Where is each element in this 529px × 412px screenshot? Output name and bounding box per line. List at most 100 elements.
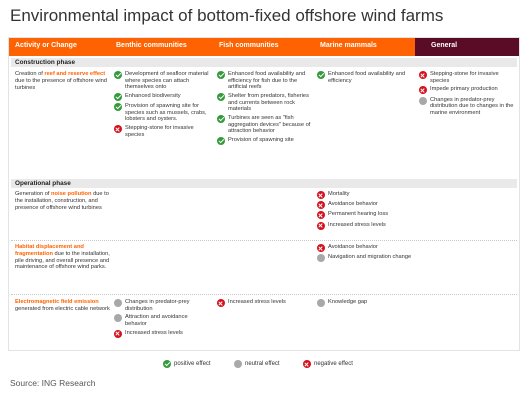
table-header: Activity or Change Benthic communities F… [9,38,519,56]
cell-reef-benthic: Development of seafloor material where s… [114,71,210,141]
effect-item: Mortality [317,191,415,199]
cell-emf-mammals: Knowledge gap [317,299,415,309]
neutral-dot-icon [419,96,427,105]
neutral-dot-icon [114,314,122,323]
col-fish: Fish communities [219,42,279,49]
effect-text: Provision of spawning site [228,136,294,143]
effect-text: Turbines are seen as "fish aggregation d… [228,114,311,135]
cell-habitat-mammals: Avoidance behavior Navigation and migrati… [317,244,415,264]
effect-item: Stepping-stone for invasive species [114,125,210,138]
effect-text: Shelter from predators, fisheries and cu… [228,92,309,113]
effect-item: Shelter from predators, fisheries and cu… [217,92,314,113]
cell-reef-general: Stepping-stone for invasive species Imped… [419,71,514,119]
effect-item: Attraction and avoidance behavior [114,314,210,327]
effect-item: Stepping-stone for invasive species [419,71,514,84]
col-general: General [431,42,458,49]
effect-item: Increased stress levels [114,329,210,338]
neutral-dot-icon [114,299,122,307]
col-activity: Activity or Change [15,42,77,49]
check-icon [163,360,171,368]
effect-text: Impede primary production [430,86,498,93]
effect-text: Changes in predator-prey distribution [125,299,190,312]
check-icon [217,114,225,123]
effect-text: Permanent hearing loss [328,211,389,218]
effect-item: Enhanced biodiversity [114,92,210,101]
cell-noise-mammals: Mortality Avoidance behavior Permanent hea… [317,191,415,232]
effect-item: Enhanced food availability and efficienc… [317,71,415,84]
effect-item: Provision of spawning site for species s… [114,103,210,123]
effect-item: Changes in predator-prey distribution du… [419,96,514,117]
cross-icon [303,360,311,368]
effect-text: Increased stress levels [125,329,183,336]
effect-item: Enhanced food availability and efficienc… [217,71,314,91]
cell-emf-benthic: Changes in predator-prey distribution Att… [114,299,210,340]
cross-icon [317,191,325,199]
check-icon [217,92,225,101]
cross-icon [114,125,122,134]
row-label-text: due to the installation, construction, a… [15,191,109,211]
general-header-bg [415,38,519,56]
cell-reef-mammals: Enhanced food availability and efficienc… [317,71,415,86]
row-label-reef: Creation of reef and reserve effect due … [15,71,110,91]
effect-item: Avoidance behavior [317,244,415,252]
row-label-text: Generation of [15,191,52,197]
row-label-habitat: Habitat displacement and fragmentation d… [15,244,110,271]
legend-label: negative effect [314,360,353,367]
row-label-highlight: Habitat displacement and fragmentation [15,244,84,257]
effect-item: Increased stress levels [217,299,314,307]
effect-text: Stepping-stone for invasive species [125,125,194,138]
effect-item: Turbines are seen as "fish aggregation d… [217,114,314,135]
effect-text: Development of seafloor material where s… [125,71,209,91]
row-label-text: due to the presence of offshore wind tur… [15,77,107,91]
row-label-text: generated from electric cable network [15,305,110,312]
row-label-text: due to the installation, pile driving, a… [15,250,110,271]
cross-icon [317,211,325,220]
effect-item: Impede primary production [419,86,514,95]
effect-item: Avoidance behavior [317,201,415,210]
check-icon [217,136,225,145]
row-label-highlight: noise pollution [51,191,92,197]
construction-phase-label: Construction phase [11,58,517,67]
check-icon [114,103,122,112]
effect-item: Navigation and migration change [317,254,415,263]
effect-text: Avoidance behavior [328,244,378,250]
effect-text: Stepping-stone for invasive species [430,71,499,84]
cross-icon [317,244,325,252]
check-icon [217,71,225,79]
effect-text: Knowledge gap [328,299,368,305]
effect-item: Knowledge gap [317,299,415,307]
col-benthic: Benthic communities [116,42,187,49]
impact-table: Activity or Change Benthic communities F… [8,37,520,351]
row-label-noise: Generation of noise pollution due to the… [15,191,110,211]
effect-text: Changes in predator-prey distribution du… [430,96,514,116]
effect-text: Enhanced biodiversity [125,92,181,99]
legend-negative: negative effect [303,360,353,368]
cell-emf-fish: Increased stress levels [217,299,314,309]
row-label-highlight: Electromagnetic field emission [15,299,99,305]
legend-label: positive effect [174,360,211,367]
row-label-highlight: reef and reserve effect [44,71,106,77]
check-icon [317,71,325,79]
cross-icon [114,329,122,338]
effect-text: Increased stress levels [228,299,286,305]
cross-icon [317,221,325,230]
effect-item: Increased stress levels [317,221,415,230]
effect-text: Provision of spawning site for species s… [125,103,207,123]
effect-item: Provision of spawning site [217,136,314,145]
row-divider [11,294,517,295]
cross-icon [419,71,427,79]
effect-item: Changes in predator-prey distribution [114,299,210,312]
neutral-dot-icon [317,299,325,307]
effect-text: Enhanced food availability and efficienc… [228,71,306,91]
neutral-dot-icon [234,360,242,368]
effect-text: Attraction and avoidance behavior [125,314,188,327]
source-note: Source: ING Research [10,378,96,388]
operational-phase-label: Operational phase [11,179,517,188]
effect-item: Permanent hearing loss [317,211,415,220]
row-divider [11,240,517,241]
effect-text: Enhanced food availability and efficienc… [328,71,406,84]
cross-icon [317,201,325,210]
neutral-dot-icon [317,254,325,263]
check-icon [114,92,122,101]
col-mammals: Marine mammals [320,42,377,49]
